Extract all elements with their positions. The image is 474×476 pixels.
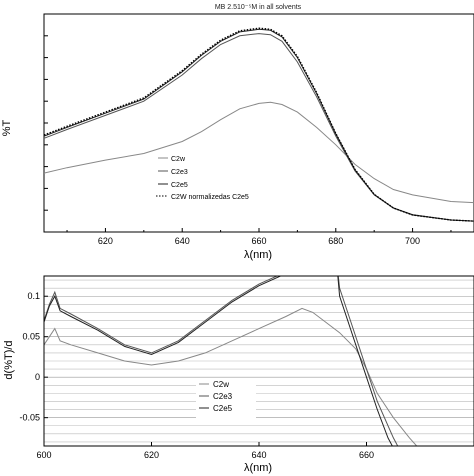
bottom-legend-label-c2e5: C2e5 [213,404,233,413]
top-legend-label-c2w-normalized: C2W normalizedas C2e5 [171,194,249,201]
top-series-c2w [43,101,474,204]
bottom-chart: 600 620 640 660 -0.05 0 0.05 0.1 d(%T)/d λ(nm)… [3,275,474,474]
top-y-ticks [44,13,48,211]
bottom-series-c2e3 [44,276,399,446]
top-series-c2e3 [43,33,474,222]
top-x-tick-label: 640 [175,236,190,246]
bottom-x-axis-label: λ(nm) [244,462,272,474]
bottom-grid [44,279,474,443]
top-x-tick-label: 680 [328,236,343,246]
bottom-y-tick-label: 0 [35,372,40,382]
bottom-series-c2w [44,307,418,446]
bottom-x-tick-label: 640 [251,450,266,460]
bottom-series-lines [44,276,418,446]
bottom-x-tick-label: 620 [144,450,159,460]
top-legend-label-c2e5: C2e5 [171,182,188,189]
bottom-series-c2e5 [44,276,393,446]
bottom-legend-box [196,378,256,418]
top-legend: C2w C2e3 C2e5 C2W normalizedas C2e5 [156,156,249,201]
bottom-legend-label-c2e3: C2e3 [213,392,233,401]
bottom-legend-label-c2w: C2w [213,380,229,389]
bottom-x-tick-label: 660 [359,450,374,460]
bottom-x-ticks: 600 620 640 660 [36,442,374,460]
top-x-tick-label: 700 [405,236,420,246]
bottom-y-tick-label: -0.05 [19,413,40,423]
top-legend-label-c2w: C2w [171,156,186,163]
top-x-tick-label: 620 [98,236,113,246]
top-series-c2w-normalizedas-c2e5 [43,27,474,222]
top-legend-label-c2e3: C2e3 [171,169,188,176]
top-series-lines [43,27,474,222]
bottom-y-tick-label: 0.1 [27,291,40,301]
bottom-x-tick-label: 600 [36,450,51,460]
top-y-axis-label: %T [1,119,13,136]
top-chart: MB 2.510⁻⁵M in all solvents %T λ(nm) 620… [1,4,474,261]
top-x-axis-label: λ(nm) [244,249,272,261]
top-x-tick-label: 660 [251,236,266,246]
bottom-legend: C2w C2e3 C2e5 [196,378,256,418]
bottom-y-tick-label: 0.05 [22,332,40,342]
top-series-c2e5 [43,28,474,222]
top-plot-frame [43,13,474,233]
bottom-y-ticks: -0.05 0 0.05 0.1 [19,291,48,423]
top-chart-title: MB 2.510⁻⁵M in all solvents [215,4,302,11]
top-x-ticks: 620 640 660 680 700 [66,228,452,246]
bottom-y-axis-label: d(%T)/d [3,340,15,379]
